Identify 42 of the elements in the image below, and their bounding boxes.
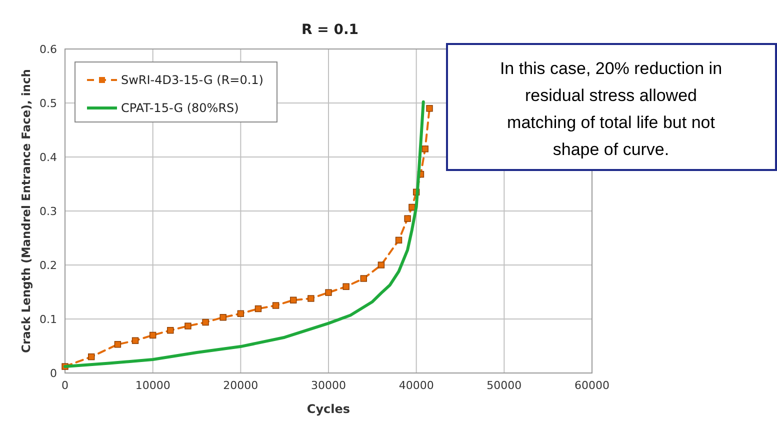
x-tick-label: 20000 bbox=[223, 379, 258, 392]
point bbox=[308, 295, 314, 302]
x-tick-label: 50000 bbox=[486, 379, 522, 392]
point bbox=[149, 332, 156, 339]
y-tick-label: 0.2 bbox=[40, 259, 57, 272]
point bbox=[360, 275, 367, 282]
annotation: In this case, 20% reduction in residual stress allowed matching of total life but not shape of curve. bbox=[500, 59, 722, 159]
point bbox=[378, 262, 385, 268]
x-tick-label: 0 bbox=[62, 379, 68, 392]
point bbox=[422, 146, 428, 152]
legend-label: CPAT-15-G (80%RS) bbox=[121, 101, 239, 115]
point bbox=[290, 296, 297, 304]
y-axis-title: Crack Length (Mandrel Entrance Face), inch bbox=[19, 69, 33, 353]
y-tick-label: 0.6 bbox=[40, 43, 57, 56]
x-tick-label: 40000 bbox=[398, 379, 434, 392]
point bbox=[404, 215, 411, 222]
y-tick-label: 0.5 bbox=[40, 97, 57, 110]
point bbox=[114, 341, 122, 348]
y-tick-label: 0 bbox=[50, 367, 57, 380]
point bbox=[88, 353, 95, 360]
y-tick-label: 0.1 bbox=[40, 313, 57, 326]
legend-label: SwRI-4D3-15-G (R=0.1) bbox=[121, 73, 264, 87]
point bbox=[325, 289, 332, 296]
x-tick-label: 60000 bbox=[574, 379, 610, 392]
point bbox=[202, 318, 209, 326]
chart-title: R = 0.1 bbox=[301, 22, 359, 38]
y-tick-label: 0.3 bbox=[40, 205, 57, 218]
point bbox=[426, 105, 433, 112]
x-tick-label: 10000 bbox=[135, 379, 170, 392]
point bbox=[220, 314, 226, 321]
point bbox=[237, 310, 244, 317]
point bbox=[395, 236, 402, 244]
point bbox=[254, 305, 262, 312]
point bbox=[132, 337, 139, 344]
point bbox=[342, 283, 350, 290]
y-tick-label: 0.4 bbox=[40, 151, 57, 164]
point bbox=[408, 204, 416, 211]
point bbox=[167, 326, 174, 334]
point bbox=[184, 322, 192, 330]
point bbox=[272, 302, 280, 309]
x-axis-title: Cycles bbox=[306, 402, 350, 416]
x-tick-label: 30000 bbox=[311, 379, 346, 392]
